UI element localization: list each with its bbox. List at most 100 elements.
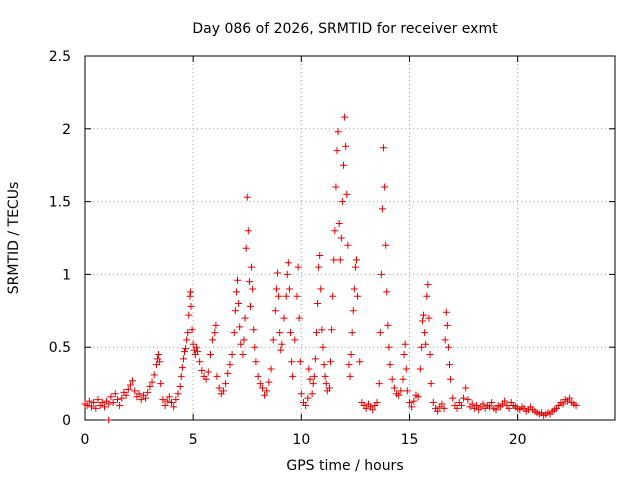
data-point bbox=[186, 292, 194, 300]
data-point bbox=[352, 256, 360, 264]
data-point bbox=[249, 285, 257, 293]
data-point bbox=[155, 350, 163, 358]
data-point bbox=[185, 311, 193, 319]
data-point bbox=[375, 380, 383, 388]
data-point bbox=[486, 403, 494, 411]
data-point bbox=[414, 393, 422, 401]
data-point bbox=[330, 256, 338, 264]
data-point bbox=[202, 375, 210, 383]
data-point bbox=[453, 404, 461, 412]
grid bbox=[85, 56, 615, 420]
data-point bbox=[304, 394, 312, 402]
data-point bbox=[346, 372, 354, 380]
data-point bbox=[179, 355, 187, 363]
data-point bbox=[126, 381, 134, 389]
data-point bbox=[231, 307, 239, 315]
data-point bbox=[342, 142, 350, 150]
data-point bbox=[159, 396, 167, 404]
data-point bbox=[276, 329, 284, 337]
data-point bbox=[131, 387, 139, 395]
data-point bbox=[148, 378, 156, 386]
data-point bbox=[196, 358, 204, 366]
data-point bbox=[345, 361, 353, 369]
data-point bbox=[462, 384, 470, 392]
data-point bbox=[219, 387, 227, 395]
data-point bbox=[177, 372, 185, 380]
data-point bbox=[460, 394, 468, 402]
data-point bbox=[426, 350, 434, 358]
data-point bbox=[354, 292, 362, 300]
data-point bbox=[327, 358, 335, 366]
data-point bbox=[105, 400, 113, 408]
data-point bbox=[438, 400, 446, 408]
data-point bbox=[204, 368, 212, 376]
data-point bbox=[297, 390, 305, 398]
data-point bbox=[566, 394, 574, 402]
data-point bbox=[348, 329, 356, 337]
data-point bbox=[341, 113, 349, 121]
data-point bbox=[224, 369, 232, 377]
data-point bbox=[142, 394, 150, 402]
data-point bbox=[161, 401, 169, 409]
data-point bbox=[333, 147, 341, 155]
data-point bbox=[250, 326, 258, 334]
data-point bbox=[107, 393, 115, 401]
x-tick-label: 0 bbox=[81, 432, 90, 448]
data-point bbox=[182, 345, 190, 353]
data-point bbox=[441, 336, 449, 344]
data-point bbox=[172, 396, 180, 404]
data-point bbox=[129, 377, 137, 385]
x-tick-label: 20 bbox=[509, 432, 527, 448]
data-point bbox=[418, 317, 426, 325]
y-tick-label: 0.5 bbox=[49, 340, 71, 356]
data-point bbox=[294, 263, 302, 271]
data-point bbox=[163, 397, 171, 405]
data-point bbox=[408, 403, 416, 411]
data-point bbox=[434, 407, 442, 415]
data-point bbox=[228, 350, 236, 358]
data-point bbox=[312, 329, 320, 337]
data-point bbox=[425, 314, 433, 322]
y-tick-label: 0 bbox=[62, 413, 71, 429]
data-point bbox=[315, 263, 323, 271]
data-point bbox=[317, 285, 325, 293]
data-point bbox=[308, 390, 316, 398]
data-point bbox=[356, 358, 364, 366]
data-point bbox=[248, 263, 256, 271]
data-point bbox=[380, 144, 388, 152]
data-point bbox=[306, 375, 314, 383]
data-point bbox=[344, 241, 352, 249]
data-point bbox=[305, 365, 313, 373]
data-point bbox=[446, 361, 454, 369]
data-point bbox=[442, 308, 450, 316]
data-point bbox=[246, 302, 254, 310]
data-point bbox=[213, 372, 221, 380]
data-point bbox=[122, 391, 130, 399]
data-point bbox=[331, 227, 339, 235]
data-point bbox=[170, 403, 178, 411]
data-point bbox=[473, 401, 481, 409]
data-point bbox=[144, 388, 152, 396]
data-point bbox=[256, 380, 264, 388]
data-point bbox=[417, 343, 425, 351]
y-tick-label: 1.5 bbox=[49, 195, 71, 211]
data-point bbox=[381, 183, 389, 191]
data-point bbox=[198, 366, 206, 374]
data-point bbox=[124, 385, 132, 393]
data-point bbox=[559, 400, 567, 408]
data-point bbox=[243, 193, 251, 201]
data-point bbox=[572, 401, 580, 409]
data-point bbox=[187, 302, 195, 310]
data-point bbox=[152, 361, 160, 369]
data-point bbox=[295, 314, 303, 322]
data-point bbox=[373, 399, 381, 407]
data-point bbox=[113, 396, 121, 404]
data-point bbox=[420, 311, 428, 319]
data-point bbox=[401, 340, 409, 348]
data-point bbox=[271, 307, 279, 315]
data-point bbox=[181, 348, 189, 356]
axis-ticks bbox=[84, 55, 615, 421]
data-point bbox=[388, 375, 396, 383]
data-point bbox=[427, 380, 435, 388]
data-point bbox=[150, 371, 158, 379]
